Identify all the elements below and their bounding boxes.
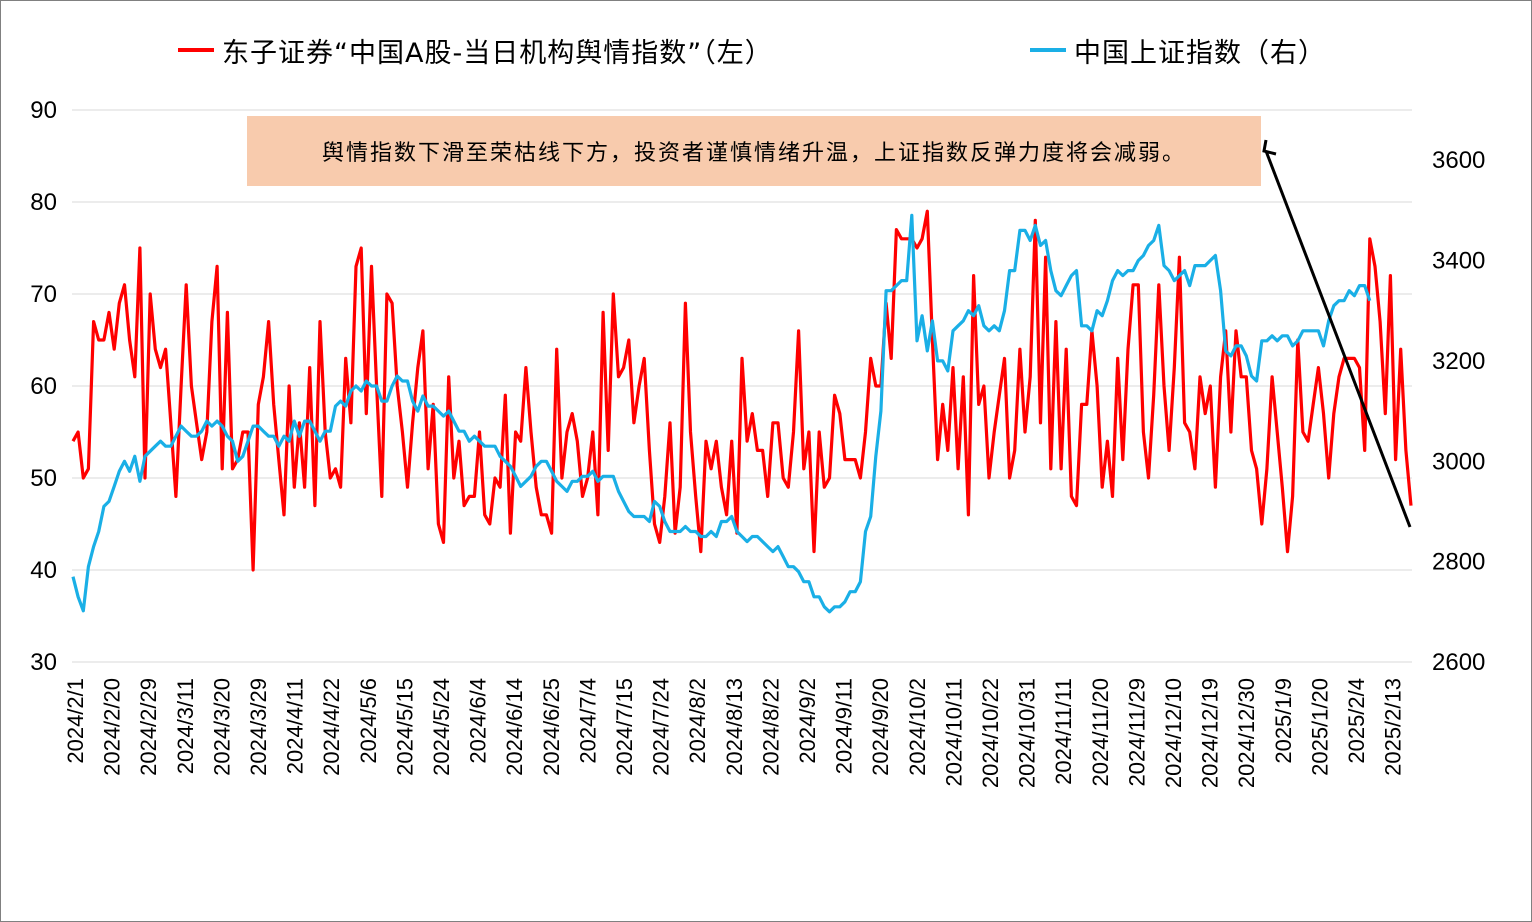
legend-swatch-red: [178, 48, 214, 52]
y-right-tick-label: 2600: [1432, 649, 1485, 676]
x-tick-label: 2024/6/4: [466, 678, 491, 764]
x-tick-label: 2024/2/20: [100, 678, 125, 776]
annotation-arrow: [1264, 150, 1412, 528]
y-left-tick-label: 50: [30, 465, 57, 492]
x-tick-label: 2024/5/24: [429, 678, 454, 776]
legend-item-sse: 中国上证指数（右）: [1030, 30, 1326, 70]
x-tick-label: 2024/9/20: [868, 678, 893, 776]
x-tick-label: 2024/11/29: [1124, 678, 1149, 786]
x-tick-label: 2025/1/9: [1271, 678, 1296, 764]
series-line-sse: [71, 213, 1372, 614]
y-left-tick-label: 90: [30, 97, 57, 124]
x-tick-label: 2024/3/20: [209, 678, 234, 776]
x-tick-label: 2024/9/11: [832, 678, 857, 774]
y-left-tick-label: 60: [30, 373, 57, 400]
x-tick-label: 2024/3/11: [173, 678, 198, 774]
x-tick-label: 2024/3/29: [246, 678, 271, 776]
series-line-sentiment: [71, 209, 1413, 572]
y-left-tick-label: 70: [30, 281, 57, 308]
x-tick-label: 2024/2/1: [63, 678, 88, 764]
y-right-tick-label: 3000: [1432, 448, 1485, 475]
x-tick-label: 2024/4/22: [319, 678, 344, 776]
y-left-tick-label: 30: [30, 649, 57, 676]
y-right-tick-label: 2800: [1432, 549, 1485, 576]
x-tick-label: 2024/7/24: [649, 678, 674, 776]
x-tick-label: 2024/8/13: [722, 678, 747, 776]
legend-item-sentiment: 东子证券“中国A股-当日机构舆情指数”（左）: [178, 30, 773, 70]
x-tick-label: 2024/12/19: [1198, 678, 1223, 788]
x-tick-label: 2024/8/22: [758, 678, 783, 776]
x-tick-label: 2024/10/22: [978, 678, 1003, 788]
x-tick-label: 2024/9/2: [795, 678, 820, 764]
x-tick-label: 2024/6/25: [539, 678, 564, 776]
x-tick-label: 2025/2/4: [1344, 678, 1369, 764]
x-tick-label: 2024/11/11: [1051, 678, 1076, 785]
x-tick-label: 2024/8/2: [685, 678, 710, 764]
y-left-tick-label: 80: [30, 189, 57, 216]
x-tick-label: 2025/2/13: [1381, 678, 1406, 776]
y-left-tick-label: 40: [30, 557, 57, 584]
x-tick-label: 2024/5/15: [392, 678, 417, 776]
x-tick-label: 2024/10/31: [1015, 678, 1040, 788]
legend-label-sentiment: 东子证券“中国A股-当日机构舆情指数”（左）: [222, 37, 773, 69]
x-tick-label: 2025/1/20: [1307, 678, 1332, 776]
y-right-tick-label: 3200: [1432, 348, 1485, 375]
x-tick-label: 2024/7/4: [575, 678, 600, 764]
y-right-tick-label: 3400: [1432, 248, 1485, 275]
annotation-arrowhead: [1262, 139, 1277, 156]
x-tick-label: 2024/7/15: [612, 678, 637, 776]
x-tick-label: 2024/11/20: [1088, 678, 1113, 786]
y-right-tick-label: 3600: [1432, 147, 1485, 174]
x-tick-label: 2024/6/14: [502, 678, 527, 776]
x-tick-label: 2024/4/11: [283, 678, 308, 774]
annotation-box: 舆情指数下滑至荣枯线下方，投资者谨慎情绪升温，上证指数反弹力度将会减弱。: [247, 116, 1261, 186]
legend-label-sse: 中国上证指数（右）: [1074, 37, 1326, 69]
x-tick-label: 2024/12/30: [1234, 678, 1259, 788]
legend-swatch-blue: [1030, 48, 1066, 52]
x-tick-label: 2024/10/2: [905, 678, 930, 776]
x-tick-label: 2024/5/6: [356, 678, 381, 764]
x-tick-label: 2024/12/10: [1161, 678, 1186, 788]
x-tick-label: 2024/2/29: [136, 678, 161, 776]
x-tick-label: 2024/10/11: [941, 678, 966, 786]
